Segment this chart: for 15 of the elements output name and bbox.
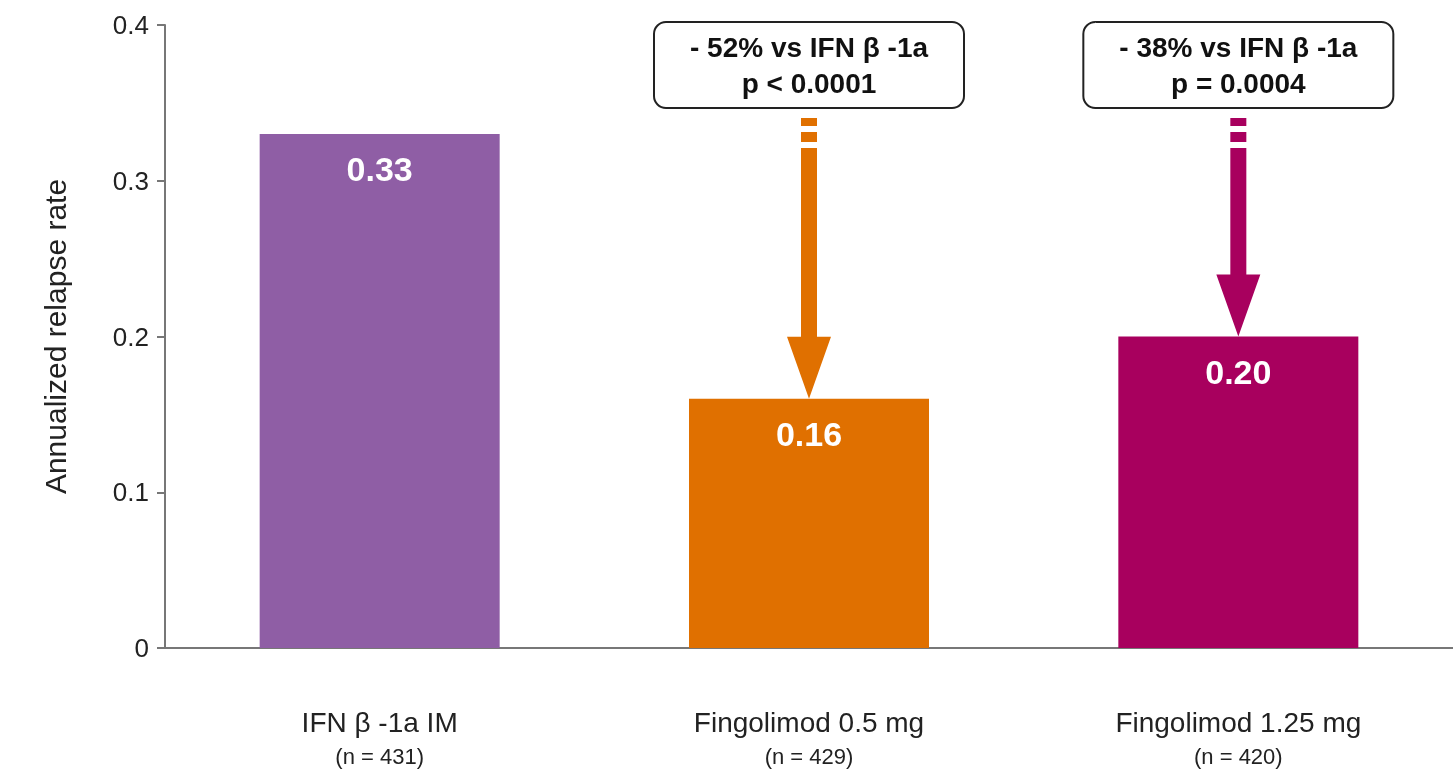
y-axis-title: Annualized relapse rate bbox=[38, 178, 72, 495]
annotation: - 52% vs IFN β -1a p < 0.0001 bbox=[689, 31, 929, 99]
x-tick-label: Fingolimod 0.5 mg (n = 429) bbox=[693, 706, 925, 769]
annotation: - 38% vs IFN β -1a p = 0.0004 bbox=[1119, 31, 1358, 99]
y-tick-label: 0.1 bbox=[112, 477, 149, 508]
data-label: 0.20 bbox=[1205, 352, 1272, 391]
y-tick-label: 0.2 bbox=[112, 321, 149, 352]
data-label: 0.33 bbox=[346, 150, 413, 189]
x-tick-label: Fingolimod 1.25 mg (n = 420) bbox=[1115, 706, 1362, 769]
y-tick-label: 0.3 bbox=[112, 165, 149, 196]
data-label: 0.16 bbox=[775, 414, 843, 453]
x-tick-label: IFN β -1a IM (n = 431) bbox=[301, 706, 458, 769]
y-tick-label: 0.4 bbox=[112, 10, 149, 40]
y-tick-label: 0 bbox=[134, 633, 149, 663]
bar bbox=[259, 134, 500, 648]
